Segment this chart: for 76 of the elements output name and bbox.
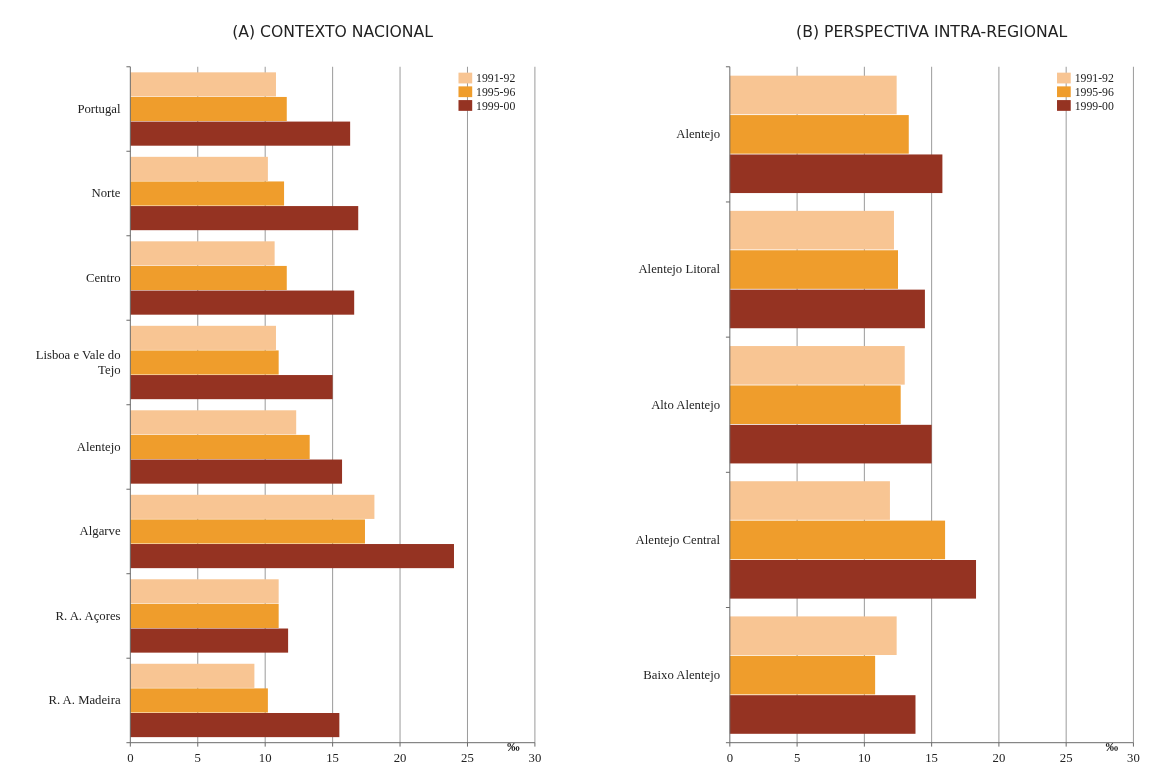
bar (729, 560, 977, 599)
bar (729, 520, 946, 560)
bar (729, 75, 897, 115)
legend-label: 1999-00 (476, 99, 516, 113)
bar (130, 410, 297, 435)
y-tick-label: Portugal (77, 101, 121, 116)
y-tick-label: Alto Alentejo (651, 397, 721, 412)
bar (729, 655, 876, 695)
y-tick-label: R. A. Madeira (48, 693, 121, 708)
y-tick-label: R. A. Açores (55, 608, 121, 623)
legend-label: 1995-96 (1074, 86, 1114, 100)
x-tick-label: 20 (393, 751, 407, 766)
x-axis-title: ‰ (506, 739, 520, 754)
y-tick-label: Alentejo Litoral (638, 262, 721, 277)
chart-title: (B) PERSPECTIVA INTRA-REGIONAL (796, 22, 1068, 42)
bar (729, 289, 925, 329)
x-tick-label: 25 (461, 751, 474, 766)
x-tick-label: 25 (1059, 751, 1073, 766)
bar (130, 265, 287, 291)
bar (130, 628, 289, 653)
bar (130, 688, 268, 713)
bar (130, 603, 279, 629)
chart-title: (A) CONTEXTO NACIONAL (232, 22, 434, 42)
x-tick-label: 5 (194, 751, 201, 766)
bar (130, 494, 375, 519)
legend-label: 1999-00 (1074, 99, 1114, 113)
bar (729, 424, 932, 464)
bar (130, 181, 285, 206)
x-tick-label: 30 (1127, 751, 1140, 766)
bar (130, 96, 287, 122)
legend-label: 1991-92 (1074, 72, 1114, 86)
bar (130, 325, 276, 350)
x-tick-label: 10 (258, 751, 272, 766)
y-tick-label: Alentejo (76, 439, 121, 454)
bar (729, 695, 916, 734)
bar (729, 250, 898, 289)
x-tick-label: 20 (992, 751, 1006, 766)
x-tick-label: 30 (528, 751, 542, 766)
bar (729, 210, 894, 250)
x-tick-label: 5 (793, 751, 801, 766)
bar (130, 290, 355, 315)
x-axis-title: ‰ (1105, 739, 1119, 754)
bar (130, 544, 454, 569)
bar (130, 241, 275, 266)
y-tick-label: Baixo Alentejo (643, 668, 721, 683)
y-tick-label: Lisboa e Vale do Tejo (35, 347, 121, 378)
bar (130, 519, 365, 544)
legend-label: 1995-96 (476, 86, 516, 100)
y-tick-label: Alentejo Central (635, 532, 721, 547)
x-tick-label: 0 (127, 751, 134, 766)
y-tick-label: Centro (85, 270, 121, 285)
bar (729, 616, 897, 656)
bar (130, 434, 310, 460)
legend-label: 1991-92 (476, 72, 516, 86)
bar (729, 115, 909, 154)
bar (130, 121, 351, 146)
bar (130, 72, 276, 97)
x-tick-label: 15 (925, 751, 938, 766)
bar (130, 375, 333, 400)
bar (729, 346, 905, 385)
y-tick-label: Alentejo (676, 127, 721, 142)
bar (130, 713, 340, 738)
y-tick-label: Algarve (79, 524, 121, 539)
x-tick-label: 10 (858, 751, 871, 766)
bar (130, 156, 268, 181)
bar (130, 206, 359, 231)
bar (729, 385, 901, 425)
x-tick-label: 0 (726, 751, 734, 766)
bar (130, 350, 279, 375)
x-tick-label: 15 (326, 751, 339, 766)
bar (729, 481, 890, 520)
bar (130, 579, 279, 604)
bar (729, 154, 943, 194)
y-tick-label: Norte (91, 186, 121, 201)
bar (130, 459, 343, 484)
bar (130, 663, 255, 688)
